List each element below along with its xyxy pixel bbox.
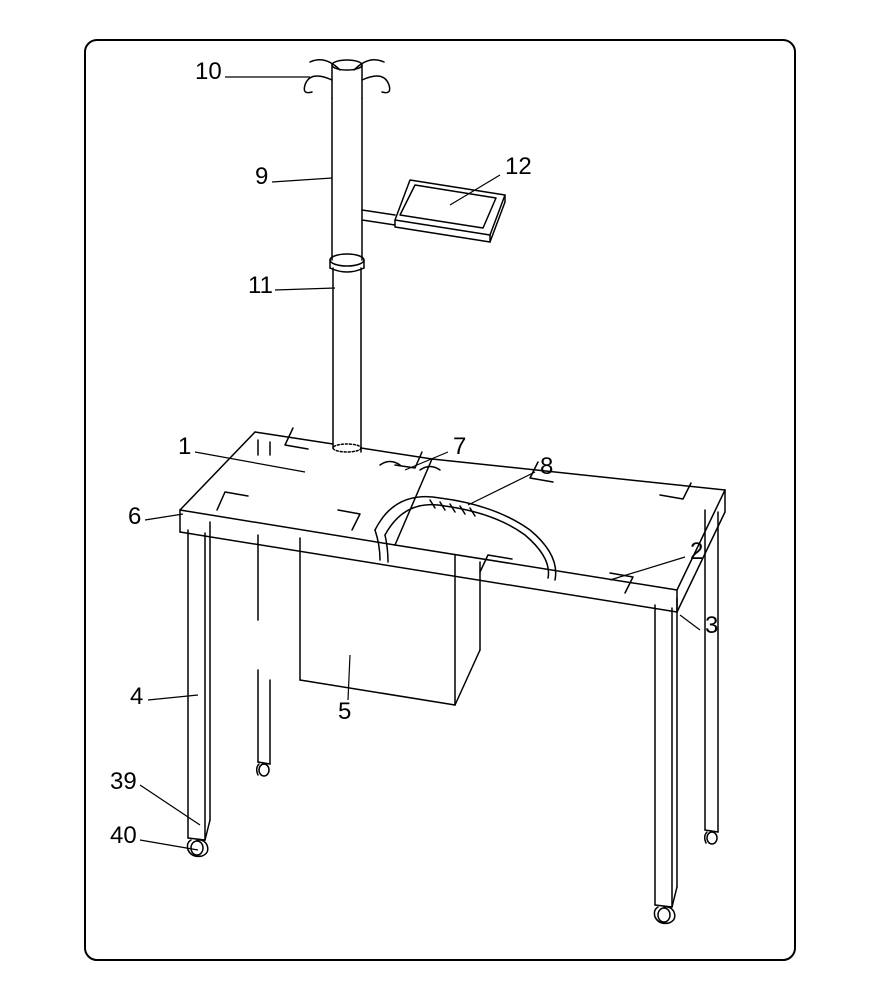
label-8: 8 <box>540 453 553 481</box>
label-1: 1 <box>178 433 191 461</box>
label-7: 7 <box>453 433 466 461</box>
label-10: 10 <box>195 58 222 86</box>
diagram-container: 10 9 12 11 1 7 8 6 2 3 4 5 39 40 <box>0 0 878 1000</box>
diagram-border <box>85 40 795 960</box>
label-12: 12 <box>505 153 532 181</box>
technical-drawing-svg <box>0 0 878 1000</box>
label-2: 2 <box>690 538 703 566</box>
label-5: 5 <box>338 698 351 726</box>
label-6: 6 <box>128 503 141 531</box>
label-40: 40 <box>110 822 137 850</box>
label-11: 11 <box>248 272 273 300</box>
label-39: 39 <box>110 768 137 796</box>
label-9: 9 <box>255 163 268 191</box>
label-3: 3 <box>705 612 718 640</box>
label-4: 4 <box>130 683 143 711</box>
